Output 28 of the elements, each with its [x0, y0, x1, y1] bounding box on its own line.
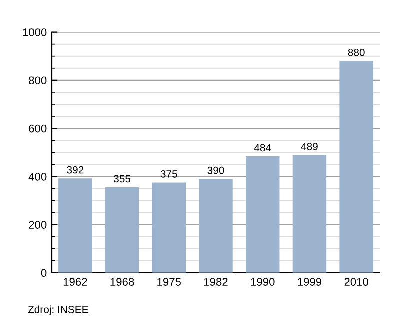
bar [105, 188, 140, 273]
y-tick-label: 400 [28, 172, 47, 181]
data-label: 489 [301, 143, 318, 150]
y-tick-label: 1000 [23, 28, 47, 36]
data-label: 390 [208, 166, 224, 174]
data-label: 392 [67, 166, 84, 174]
bar [292, 155, 327, 273]
x-tick-label: 1982 [204, 278, 228, 286]
data-label: 355 [114, 175, 131, 183]
x-tick-label: 1968 [110, 278, 134, 286]
data-label: 880 [348, 48, 365, 56]
data-label: 484 [254, 144, 272, 152]
data-label: 375 [160, 170, 178, 178]
y-tick-label: 0 [41, 269, 47, 278]
x-tick-label: 1999 [298, 278, 322, 286]
y-tick-label: 600 [29, 124, 47, 133]
text: Zdroj: INSEE [28, 306, 88, 316]
y-tick-label: 800 [29, 76, 47, 85]
y-tick-label: 200 [29, 221, 47, 229]
bar [199, 179, 233, 273]
bar [340, 61, 374, 273]
x-tick-label: 2010 [344, 278, 368, 286]
x-tick-label: 1990 [251, 278, 275, 286]
bar [246, 156, 280, 273]
bar [58, 178, 92, 273]
bar [152, 182, 186, 273]
x-tick-label: 1975 [158, 278, 182, 286]
x-tick-label: 1962 [64, 278, 88, 286]
